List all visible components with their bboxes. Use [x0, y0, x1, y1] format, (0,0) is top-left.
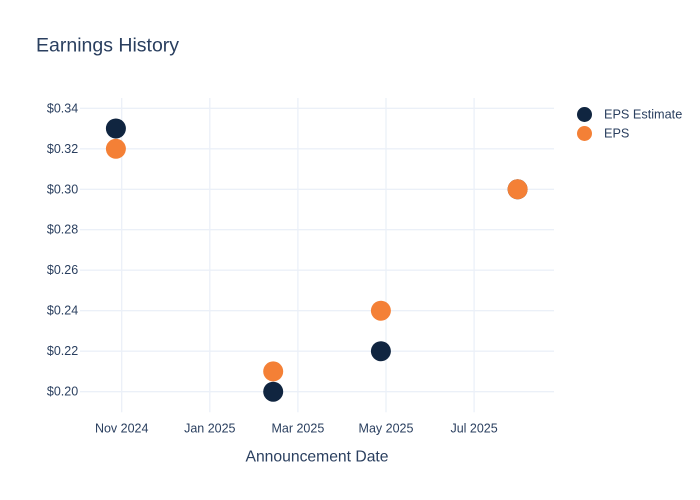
svg-text:$0.30: $0.30 — [47, 182, 78, 196]
svg-text:May 2025: May 2025 — [359, 422, 414, 436]
svg-text:$0.34: $0.34 — [47, 101, 78, 115]
svg-text:$0.22: $0.22 — [47, 344, 78, 358]
svg-text:Earnings History: Earnings History — [36, 35, 179, 57]
svg-text:$0.32: $0.32 — [47, 142, 78, 156]
svg-text:$0.26: $0.26 — [47, 263, 78, 277]
svg-text:$0.20: $0.20 — [47, 385, 78, 399]
svg-text:Jan 2025: Jan 2025 — [184, 422, 235, 436]
svg-text:$0.24: $0.24 — [47, 304, 78, 318]
svg-text:Nov 2024: Nov 2024 — [95, 422, 149, 436]
svg-text:EPS Estimate: EPS Estimate — [604, 108, 682, 122]
svg-text:Announcement Date: Announcement Date — [245, 448, 388, 465]
svg-text:$0.28: $0.28 — [47, 223, 78, 237]
svg-text:EPS: EPS — [604, 127, 629, 141]
svg-text:Mar 2025: Mar 2025 — [271, 422, 324, 436]
svg-text:Jul 2025: Jul 2025 — [450, 422, 497, 436]
